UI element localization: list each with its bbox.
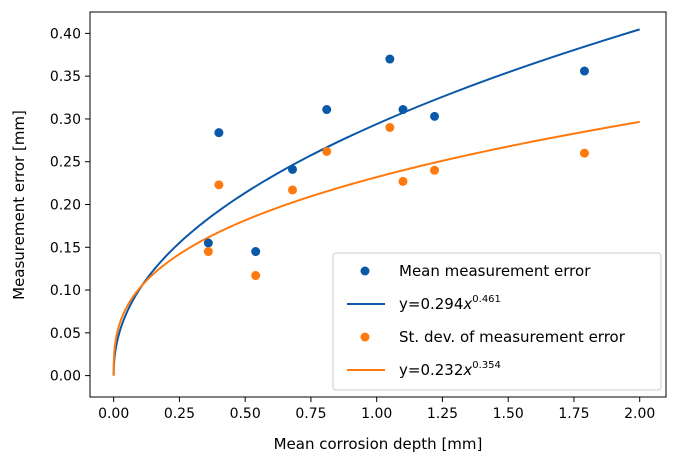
y-tick-label-6: 0.30 (50, 112, 81, 128)
y-tick-label-2: 0.10 (50, 283, 81, 299)
y-tick-label-0: 0.00 (50, 369, 81, 385)
scatter-point-s2-3 (288, 185, 298, 195)
y-tick-label-7: 0.35 (50, 69, 81, 85)
scatter-point-s2-0 (203, 247, 213, 257)
legend-label-text-3: y=0.232 (399, 361, 463, 379)
scatter-point-s2-6 (398, 176, 408, 186)
legend-box (332, 252, 662, 391)
scatter-point-s2-5 (385, 123, 395, 132)
y-tick-label-5: 0.25 (50, 155, 81, 171)
scatter-point-s0-4 (322, 105, 332, 115)
y-tick-label-4: 0.20 (50, 198, 81, 214)
scatter-point-s0-5 (385, 54, 395, 64)
x-axis-label: Mean corrosion depth [mm] (274, 435, 483, 453)
x-tick-label-8: 2.00 (624, 406, 655, 422)
scatter-point-s0-3 (288, 164, 298, 174)
x-tick-label-1: 0.25 (164, 406, 195, 422)
fit-curve-1 (112, 28, 640, 376)
x-tick-label-4: 1.00 (361, 406, 392, 422)
scatter-point-s2-7 (430, 165, 440, 175)
legend-label-text-2: St. dev. of measurement error (399, 328, 626, 346)
plot-frame (89, 11, 667, 398)
scatter-point-s0-8 (579, 66, 589, 76)
y-axis-label: Measurement error [mm] (10, 110, 28, 300)
x-tick-label-5: 1.25 (427, 406, 458, 422)
y-tick-label-1: 0.05 (50, 326, 81, 342)
legend-exponent-3: 0.354 (472, 360, 501, 371)
x-tick-label-7: 1.75 (558, 406, 589, 422)
x-tick-label-0: 0.00 (98, 406, 129, 422)
scatter-point-s0-0 (203, 238, 213, 248)
scatter-point-s2-8 (579, 148, 589, 158)
fit-curve-3 (112, 120, 640, 376)
legend-exponent-1: 0.461 (472, 294, 501, 305)
legend-label-text-0: Mean measurement error (399, 262, 591, 280)
legend-variable-x-1: x (462, 295, 472, 313)
y-tick-label-8: 0.40 (50, 26, 81, 42)
scatter-point-s2-2 (251, 271, 261, 281)
scatter-point-s2-4 (322, 146, 332, 156)
x-tick-label-3: 0.75 (295, 406, 326, 422)
legend-label-2: St. dev. of measurement error (399, 328, 626, 346)
legend-marker-dot-2 (360, 332, 370, 342)
scatter-point-s0-1 (214, 128, 224, 138)
x-tick-label-2: 0.50 (230, 406, 261, 422)
scatter-point-s0-6 (398, 105, 408, 115)
y-tick-label-3: 0.15 (50, 240, 81, 256)
scatter-point-s0-7 (430, 111, 440, 121)
legend-variable-x-3: x (462, 361, 472, 379)
scatter-point-s0-2 (251, 247, 261, 257)
legend-label-1: y=0.294x0.461 (399, 294, 501, 313)
x-tick-label-6: 1.50 (493, 406, 524, 422)
legend-marker-dot-0 (360, 266, 370, 276)
scatter-point-s2-1 (214, 180, 224, 190)
legend-label-3: y=0.232x0.354 (399, 360, 501, 379)
legend-label-0: Mean measurement error (399, 262, 591, 280)
legend-label-text-1: y=0.294 (399, 295, 463, 313)
